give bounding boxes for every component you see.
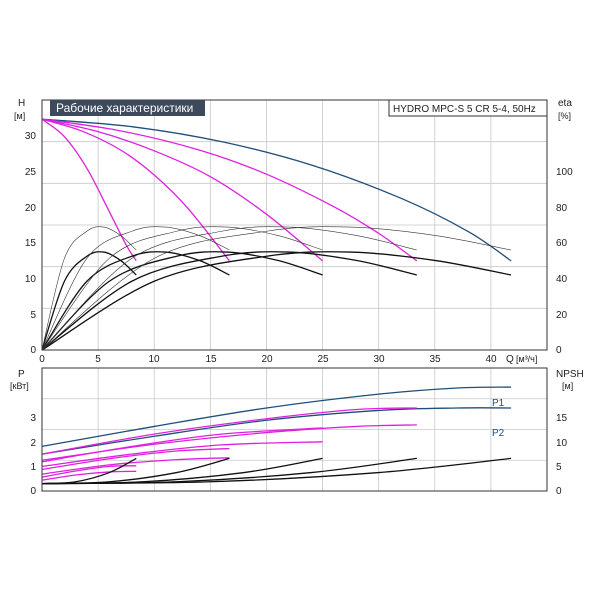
q-axis-label: Q	[506, 354, 514, 365]
top-panel: Рабочие характеристики HYDRO MPC-S 5 CR …	[14, 98, 573, 365]
curve-p2-3-pumps	[41, 441, 323, 468]
eta-tick-label: 100	[556, 167, 573, 178]
curve-p1-2-pumps	[41, 447, 230, 471]
curve-p2-5-pumps	[41, 407, 512, 455]
h-tick-label: 0	[30, 345, 36, 356]
npsh-axis-unit: [м]	[562, 381, 573, 391]
eta-axis-unit: [%]	[558, 111, 571, 121]
h-tick-label: 5	[30, 310, 36, 321]
h-tick-label: 10	[25, 274, 37, 285]
top-frame	[41, 99, 548, 351]
title-box	[50, 100, 205, 116]
model-label: HYDRO MPC-S 5 CR 5-4, 50Hz	[393, 104, 536, 115]
p-axis-unit: [кВт]	[10, 381, 29, 391]
curve-npsh-5-pumps	[41, 457, 512, 485]
q-axis-unit: [м³/ч]	[516, 354, 537, 364]
npsh-tick-label: 15	[556, 413, 568, 424]
h-tick-label: 15	[25, 238, 37, 249]
curve-eta-2-pumps	[41, 251, 230, 351]
p-tick-label: 1	[30, 462, 36, 473]
npsh-tick-label: 10	[556, 438, 568, 449]
curve-h-3-pumps	[41, 118, 323, 262]
curve-p1-5-pumps	[41, 386, 512, 448]
q-tick-labels: 0 5 10 15 20 25 30 35 40	[39, 354, 497, 365]
curve-h-2-pumps	[41, 118, 230, 262]
q-tick-label: 30	[373, 354, 385, 365]
bottom-panel: P [кВт] NPSH [м] 0 1 2 3 0 5 10 15 P1 P2	[10, 367, 584, 497]
q-tick-label: 15	[205, 354, 217, 365]
curve-p1-4-pumps	[41, 407, 417, 455]
eta-tick-label: 20	[556, 310, 568, 321]
q-tick-label: 10	[148, 354, 160, 365]
curve-eta-thin-1	[41, 226, 137, 351]
bottom-frame	[41, 367, 548, 492]
curve-p1-3-pumps	[41, 427, 323, 463]
eta-tick-label: 80	[556, 203, 568, 214]
q-tick-label: 35	[429, 354, 441, 365]
eta-tick-labels: 0 20 40 60 80 100	[556, 167, 573, 356]
curve-eta-thin-2	[41, 226, 230, 351]
curve-eta-4-pumps	[41, 251, 417, 351]
curve-eta-1-pump	[41, 251, 137, 351]
eta-axis-label: eta	[558, 98, 572, 109]
p-tick-label: 2	[30, 438, 36, 449]
h-tick-labels: 0 5 10 15 20 25 30	[25, 131, 37, 356]
curve-p2-2-pumps	[41, 457, 230, 475]
h-tick-label: 20	[25, 203, 37, 214]
p2-label: P2	[492, 428, 505, 439]
q-tick-label: 0	[39, 354, 45, 365]
curve-eta-3-pumps	[41, 251, 323, 351]
model-box	[388, 99, 548, 117]
npsh-tick-label: 5	[556, 462, 562, 473]
q-tick-label: 5	[95, 354, 101, 365]
npsh-tick-label: 0	[556, 486, 562, 497]
eta-tick-label: 0	[556, 345, 562, 356]
curve-p1-1-pump	[41, 465, 137, 478]
h-axis-unit: [м]	[14, 111, 25, 121]
eta-tick-label: 60	[556, 238, 568, 249]
curve-h-4-pumps	[41, 118, 418, 262]
eta-tick-label: 40	[556, 274, 568, 285]
p-axis-label: P	[18, 369, 25, 380]
p1-label: P1	[492, 398, 505, 409]
curve-eta-thin-5	[41, 226, 512, 351]
top-series	[41, 118, 512, 351]
p-tick-labels: 0 1 2 3	[30, 413, 36, 497]
curve-p2-1-pump	[41, 470, 137, 481]
curve-eta-thin-3	[41, 226, 323, 351]
curve-eta-thin-4	[41, 226, 417, 351]
q-tick-label: 40	[485, 354, 497, 365]
p-tick-label: 0	[30, 486, 36, 497]
q-tick-label: 25	[317, 354, 329, 365]
q-tick-label: 20	[261, 354, 273, 365]
npsh-tick-labels: 0 5 10 15	[556, 413, 568, 497]
h-axis-label: H	[18, 98, 25, 109]
chart-title: Рабочие характеристики	[56, 101, 193, 115]
curve-h-1-pump	[41, 118, 137, 262]
npsh-axis-label: NPSH	[556, 369, 584, 380]
p-tick-label: 3	[30, 413, 36, 424]
h-tick-label: 30	[25, 131, 37, 142]
curve-h-5-pumps	[41, 118, 512, 262]
curve-eta-5-pumps	[41, 251, 512, 351]
bottom-series	[41, 386, 512, 485]
h-tick-label: 25	[25, 167, 37, 178]
